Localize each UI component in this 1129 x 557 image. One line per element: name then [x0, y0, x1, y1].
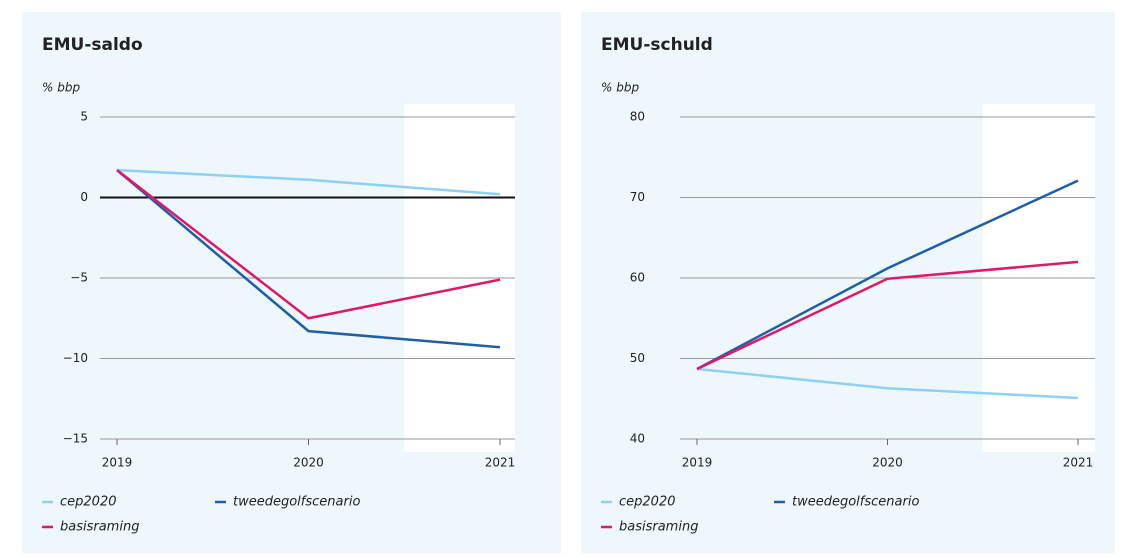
chart-title: EMU-saldo: [42, 35, 143, 55]
y-tick-label: 50: [630, 351, 645, 365]
legend-label: cep2020: [619, 495, 675, 510]
series-line: [696, 367, 1079, 400]
y-tick-label: −5: [70, 271, 88, 285]
y-tick-label: 80: [630, 110, 645, 124]
y-axis-label: % bbp: [42, 81, 80, 95]
series-line: [116, 168, 501, 196]
y-tick-label: −10: [63, 351, 88, 365]
legend-label: basisraming: [619, 520, 698, 535]
y-tick-label: 70: [630, 190, 645, 204]
legend-label: tweedegolfscenario: [792, 495, 919, 510]
series-line: [696, 179, 1079, 371]
legend-label: tweedegolfscenario: [233, 495, 360, 510]
y-tick-label: −15: [63, 432, 88, 446]
x-tick-label: 2019: [102, 456, 133, 470]
legend-label: cep2020: [60, 495, 116, 510]
y-tick-label: 0: [80, 190, 88, 204]
x-tick-label: 2020: [293, 456, 324, 470]
y-tick-label: 40: [630, 432, 645, 446]
series-line: [696, 260, 1079, 371]
x-tick-label: 2021: [1063, 456, 1094, 470]
legend-label: basisraming: [60, 520, 139, 535]
chart-title: EMU-schuld: [601, 35, 713, 55]
y-axis-label: % bbp: [601, 81, 639, 95]
series-line: [116, 169, 501, 349]
series-line: [116, 169, 501, 320]
y-tick-label: 60: [630, 271, 645, 285]
x-tick-label: 2020: [872, 456, 903, 470]
x-tick-label: 2021: [485, 456, 516, 470]
y-tick-label: 5: [80, 110, 88, 124]
x-tick-label: 2019: [682, 456, 713, 470]
